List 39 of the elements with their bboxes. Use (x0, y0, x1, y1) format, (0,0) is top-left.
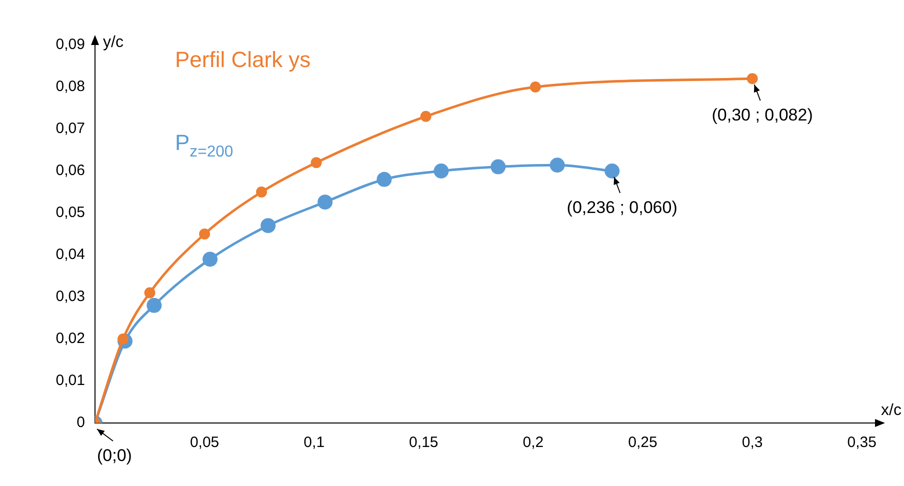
y-tick-label: 0 (76, 414, 85, 432)
x-tick-label: 0,1 (304, 434, 325, 452)
point (199, 228, 210, 240)
point (146, 298, 162, 313)
x-tick-label: 0,35 (847, 434, 876, 452)
y-tick-label: 0,02 (56, 330, 85, 348)
point (604, 164, 620, 178)
y-axis-title: y/c (103, 34, 124, 51)
x-tick-label: 0,15 (409, 434, 438, 452)
y-tick-label: 0,08 (56, 78, 85, 96)
point (310, 157, 322, 168)
point (746, 73, 758, 84)
text: Perfil Clark ys (175, 47, 311, 72)
point (256, 186, 268, 198)
point (420, 110, 432, 122)
y-tick-label: 0,07 (56, 120, 85, 138)
y-tick-label: 0,06 (56, 162, 85, 180)
y-tick-label: 0,05 (56, 204, 85, 222)
point (318, 194, 333, 210)
point (490, 159, 506, 174)
annotation: (0;0) (97, 446, 132, 465)
annotation: (0,236 ; 0,060) (566, 198, 678, 217)
y-tick-label: 0,01 (56, 372, 85, 390)
point (530, 82, 541, 92)
y-tick-label: 0,04 (56, 246, 85, 264)
x-tick-label: 0,05 (190, 434, 220, 452)
x-tick-label: 0,25 (628, 434, 658, 452)
point (144, 287, 156, 298)
point (376, 172, 392, 187)
point (550, 158, 565, 173)
annotation: (0,30 ; 0,082) (712, 106, 813, 125)
y-tick-label: 0,09 (56, 36, 85, 54)
point (434, 164, 449, 178)
x-tick-label: 0,2 (522, 434, 544, 452)
point (202, 252, 218, 267)
x-axis-title: x/c (881, 402, 902, 419)
point (260, 218, 276, 234)
x-tick-label: 0,3 (742, 434, 763, 452)
y-tick-label: 0,03 (56, 288, 85, 306)
